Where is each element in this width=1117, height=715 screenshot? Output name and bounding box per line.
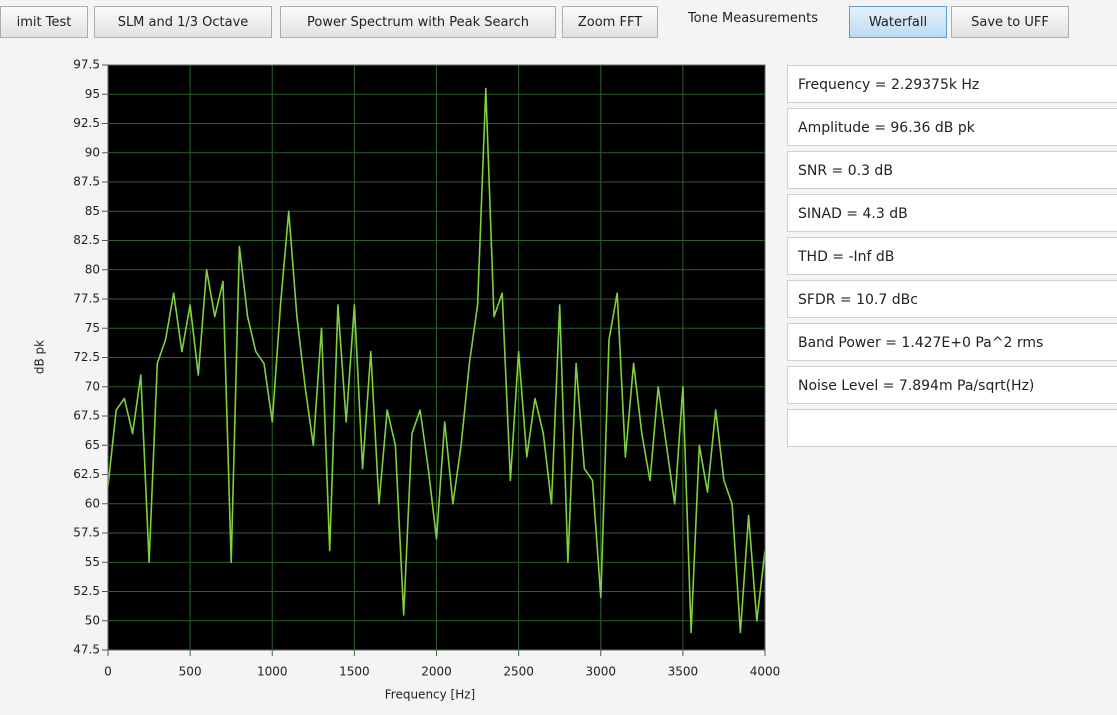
y-tick-label: 75 — [85, 321, 100, 335]
empty-row — [787, 409, 1117, 447]
y-tick-label: 70 — [85, 379, 100, 393]
y-tick-label: 65 — [85, 438, 100, 452]
measurements: Frequency = 2.29375k Hz Amplitude = 96.36… — [787, 65, 1117, 452]
y-tick-label: 92.5 — [73, 116, 100, 130]
x-tick-label: 3000 — [585, 665, 616, 679]
tab[interactable]: imit Test — [0, 6, 88, 38]
y-tick-label: 77.5 — [73, 292, 100, 306]
x-axis-label: Frequency [Hz] — [385, 688, 476, 702]
y-tick-label: 50 — [85, 613, 100, 627]
y-tick-label: 85 — [85, 204, 100, 218]
x-tick-label: 3500 — [668, 665, 699, 679]
y-tick-label: 57.5 — [73, 526, 100, 540]
measurement: SFDR = 10.7 dBc — [787, 280, 1117, 318]
x-tick-label: 4000 — [750, 665, 780, 679]
plot-border — [107, 64, 766, 651]
tab[interactable]: Waterfall — [849, 6, 947, 38]
x-tick-label: 1500 — [339, 665, 370, 679]
y-tick-label: 82.5 — [73, 233, 100, 247]
y-axis-label: dB pk — [33, 340, 47, 374]
tab[interactable]: Save to UFF — [951, 6, 1069, 38]
y-tick-label: 87.5 — [73, 175, 100, 189]
spectrum-line — [107, 87, 766, 634]
y-tick-label: 95 — [85, 87, 100, 101]
x-tick-label: 500 — [179, 665, 202, 679]
tab[interactable]: Power Spectrum with Peak Search — [280, 6, 556, 38]
tab[interactable]: SLM and 1/3 Octave — [94, 6, 272, 38]
y-tick-label: 72.5 — [73, 350, 100, 364]
x-tick-label: 2000 — [421, 665, 452, 679]
y-tick-label: 67.5 — [73, 409, 100, 423]
y-tick-label: 60 — [85, 496, 100, 510]
y-tick-label: 80 — [85, 262, 100, 276]
chart: Frequency [Hz] dB pk 47.5 50 52.5 55 57.5 60 6… — [33, 58, 781, 702]
y-tick-label: 55 — [85, 555, 100, 569]
measurement: SNR = 0.3 dB — [787, 151, 1117, 189]
y-tick-label: 97.5 — [73, 58, 100, 72]
measurement: Frequency = 2.29375k Hz — [787, 65, 1117, 103]
x-tick-label: 0 — [104, 665, 112, 679]
y-tick-label: 52.5 — [73, 584, 100, 598]
measurement: Band Power = 1.427E+0 Pa^2 rms — [787, 323, 1117, 361]
y-tick-label: 90 — [85, 145, 100, 159]
measurement: THD = -Inf dB — [787, 237, 1117, 275]
x-tick-label: 2500 — [503, 665, 534, 679]
y-tick-label: 47.5 — [73, 643, 100, 657]
tab[interactable]: Tone Measurements — [664, 2, 842, 34]
tab[interactable]: Zoom FFT — [562, 6, 658, 38]
measurement: Amplitude = 96.36 dB pk — [787, 108, 1117, 146]
measurement: SINAD = 4.3 dB — [787, 194, 1117, 232]
x-tick-label: 1000 — [257, 665, 288, 679]
measurement: Noise Level = 7.894m Pa/sqrt(Hz) — [787, 366, 1117, 404]
y-tick-label: 62.5 — [73, 467, 100, 481]
